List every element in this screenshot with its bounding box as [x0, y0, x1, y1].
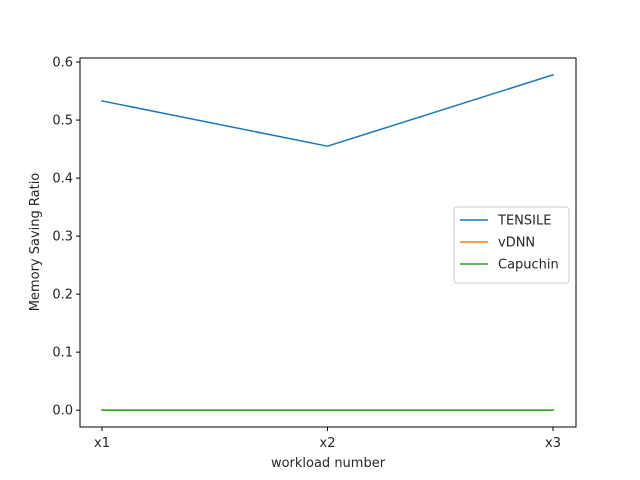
x-axis-ticks: x1 x2 x3 — [94, 427, 561, 451]
y-axis-label: Memory Saving Ratio — [28, 173, 43, 312]
x-tick-label: x1 — [94, 436, 110, 451]
x-axis-label: workload number — [271, 456, 386, 471]
series-layer — [101, 73, 554, 411]
legend-label-vdnn: vDNN — [498, 236, 535, 251]
y-tick-label: 0.5 — [52, 114, 73, 129]
series-line-tensile — [101, 73, 554, 147]
y-tick-label: 0.2 — [52, 288, 73, 303]
y-tick-label: 0.3 — [52, 230, 73, 245]
y-tick-label: 0.0 — [52, 404, 73, 419]
y-axis-ticks: 0.0 0.1 0.2 0.3 0.4 0.5 0.6 — [52, 56, 80, 419]
y-tick-label: 0.6 — [52, 56, 73, 71]
y-tick-label: 0.1 — [52, 346, 73, 361]
legend-label-tensile: TENSILE — [497, 214, 551, 229]
x-tick-label: x3 — [545, 436, 561, 451]
legend: TENSILE vDNN Capuchin — [453, 206, 570, 284]
y-tick-label: 0.4 — [52, 172, 73, 187]
x-tick-label: x2 — [320, 436, 336, 451]
legend-label-capuchin: Capuchin — [498, 258, 559, 273]
